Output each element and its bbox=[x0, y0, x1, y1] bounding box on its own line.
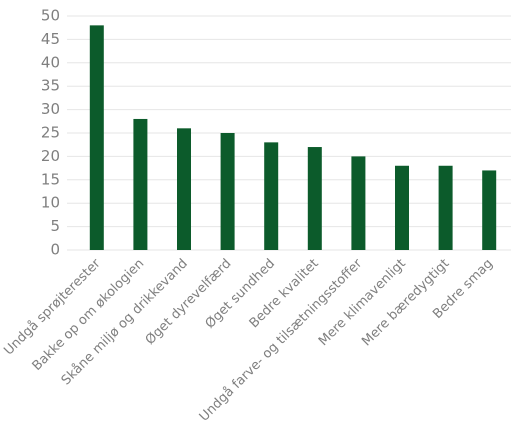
x-tick-label: Undgå farve- og tilsætningsstoffer bbox=[197, 256, 366, 425]
y-tick-label: 40 bbox=[41, 53, 60, 71]
bar bbox=[89, 25, 104, 250]
bar bbox=[351, 156, 366, 250]
bar bbox=[438, 165, 453, 250]
bar bbox=[177, 128, 191, 250]
y-tick-label: 20 bbox=[41, 147, 60, 165]
bar bbox=[264, 142, 279, 250]
y-tick-label: 5 bbox=[50, 217, 60, 235]
y-tick-label: 50 bbox=[41, 7, 60, 25]
y-tick-label: 0 bbox=[50, 241, 60, 259]
bar bbox=[133, 118, 148, 251]
bar bbox=[307, 147, 322, 250]
bar bbox=[220, 133, 235, 250]
bar bbox=[482, 170, 497, 250]
y-tick-label: 25 bbox=[41, 124, 60, 142]
y-tick-label: 35 bbox=[41, 77, 60, 95]
y-tick-label: 45 bbox=[41, 30, 60, 48]
bar bbox=[395, 165, 409, 250]
y-tick-label: 15 bbox=[41, 170, 60, 188]
y-tick-label: 10 bbox=[41, 194, 60, 212]
y-tick-label: 30 bbox=[41, 100, 60, 118]
